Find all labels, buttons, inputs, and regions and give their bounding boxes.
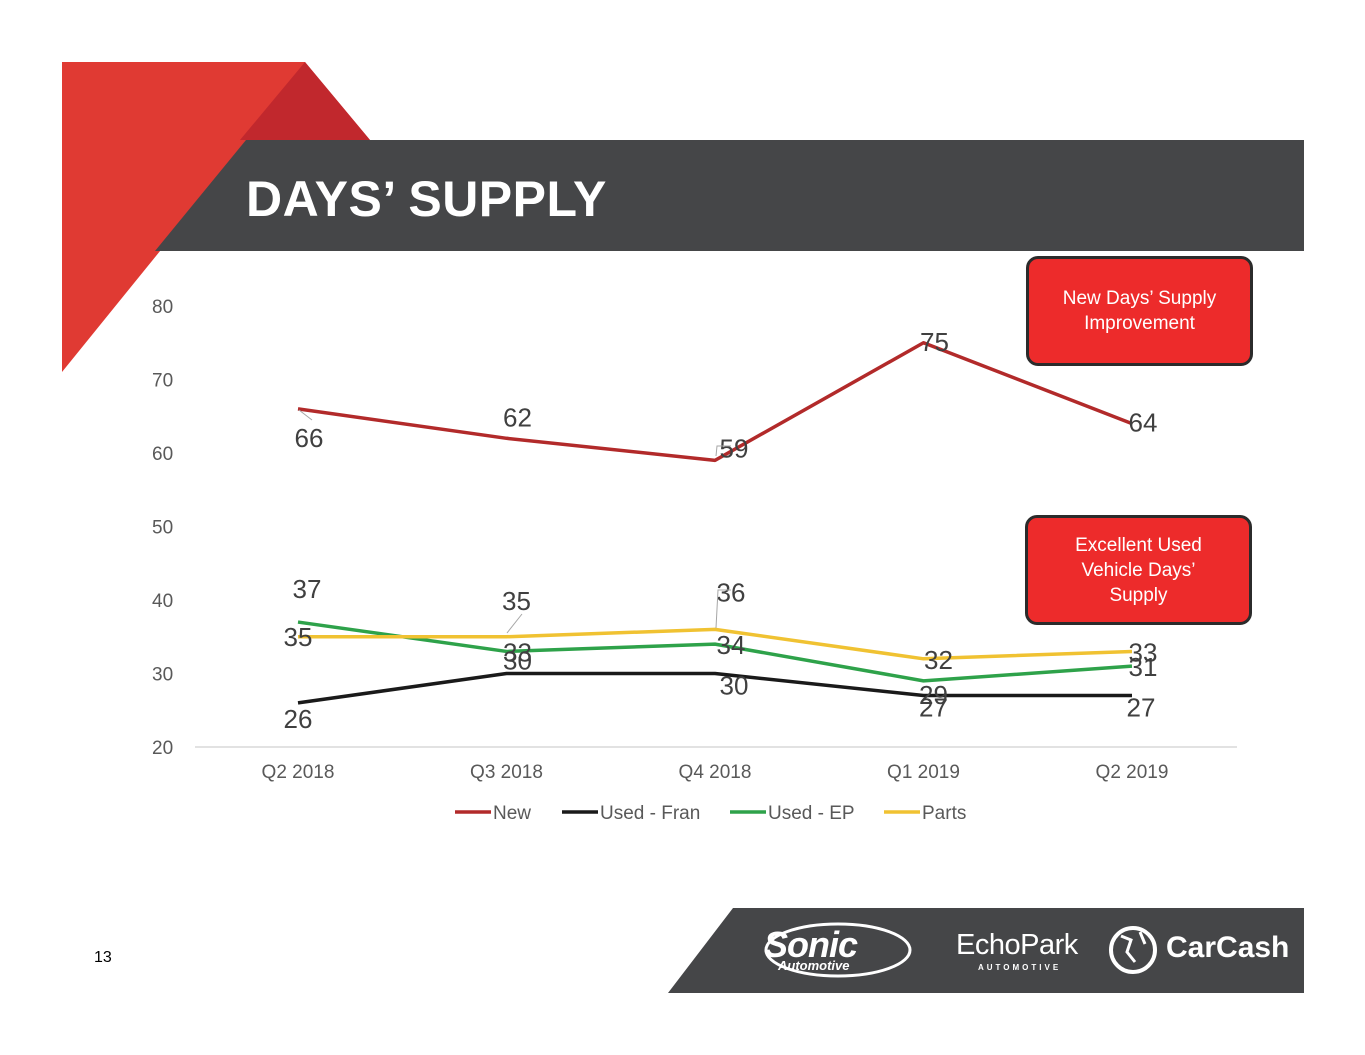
- data-label: 27: [1127, 693, 1156, 723]
- page-number: 13: [94, 949, 112, 966]
- data-label: 26: [284, 704, 313, 734]
- data-label: 33: [503, 637, 532, 667]
- sonic-swoosh-icon: [764, 922, 912, 978]
- legend-label: Used - Fran: [600, 803, 700, 824]
- red-accent-shade: [240, 62, 370, 140]
- data-label: 59: [720, 433, 749, 463]
- data-label: 64: [1129, 408, 1158, 438]
- carcash-globe-icon: [1109, 926, 1157, 974]
- leader-line: [715, 589, 731, 629]
- y-tick-label: 20: [152, 738, 173, 759]
- slide-title: DAYS’ SUPPLY: [246, 171, 607, 227]
- legend-label: Parts: [922, 803, 966, 824]
- x-tick-label: Q2 2019: [1096, 762, 1169, 783]
- legend-label: New: [493, 803, 531, 824]
- x-tick-label: Q3 2018: [470, 762, 543, 783]
- x-tick-label: Q1 2019: [887, 762, 960, 783]
- sonic-logo: Sonic: [764, 924, 858, 965]
- y-tick-label: 40: [152, 591, 173, 612]
- series-line: [297, 671, 1132, 705]
- data-label: 30: [503, 646, 532, 676]
- sonic-logo-subtitle: Automotive: [778, 958, 850, 973]
- data-label: 75: [920, 327, 949, 357]
- series-line: [297, 620, 1133, 683]
- y-tick-label: 50: [152, 518, 173, 539]
- data-label: 66: [295, 423, 324, 453]
- data-label: 31: [1129, 652, 1158, 682]
- data-label: 30: [720, 671, 749, 701]
- leader-line: [506, 613, 523, 634]
- x-tick-label: Q2 2018: [262, 762, 335, 783]
- leader-line: [715, 445, 731, 457]
- callout-line: Improvement: [1084, 313, 1195, 334]
- legend-label: Used - EP: [768, 803, 855, 824]
- data-label: 35: [284, 622, 313, 652]
- callout-line: Supply: [1109, 584, 1168, 606]
- data-label: 62: [503, 402, 532, 432]
- data-label: 34: [717, 630, 746, 660]
- series-line: [297, 341, 1133, 463]
- x-tick-label: Q4 2018: [679, 762, 752, 783]
- data-label: 37: [293, 574, 322, 604]
- callout-used-excellent: Excellent Used Vehicle Days’ Supply: [1025, 515, 1252, 625]
- carcash-globe-detail: [1120, 931, 1147, 963]
- y-tick-label: 30: [152, 665, 173, 686]
- echopark-logo: EchoPark: [956, 929, 1078, 961]
- y-tick-label: 80: [152, 297, 173, 318]
- series-line: [298, 627, 1133, 661]
- carcash-logo: CarCash: [1166, 931, 1290, 964]
- callout-new-improvement: New Days’ Supply Improvement: [1026, 256, 1253, 366]
- callout-line: Vehicle Days’: [1081, 559, 1196, 581]
- callout-line: New Days’ Supply: [1062, 288, 1217, 309]
- data-label: 35: [502, 586, 531, 616]
- days-supply-chart: 20 30 40 50 60 70 80 Q2 2018 Q3 2018 Q4 2018 Q1 20…: [152, 297, 1237, 824]
- header-decoration: [62, 62, 1304, 372]
- data-label: 36: [717, 577, 746, 607]
- echopark-logo-subtitle: AUTOMOTIVE: [978, 963, 1062, 972]
- data-label: 27: [919, 693, 948, 723]
- title-band: [155, 140, 1304, 251]
- data-label: 33: [1129, 637, 1158, 667]
- y-tick-label: 70: [152, 371, 173, 392]
- y-tick-label: 60: [152, 444, 173, 465]
- data-label: 32: [924, 645, 953, 675]
- data-label: 29: [919, 680, 948, 710]
- leader-line: [298, 409, 313, 421]
- callout-line: Excellent Used: [1075, 534, 1202, 556]
